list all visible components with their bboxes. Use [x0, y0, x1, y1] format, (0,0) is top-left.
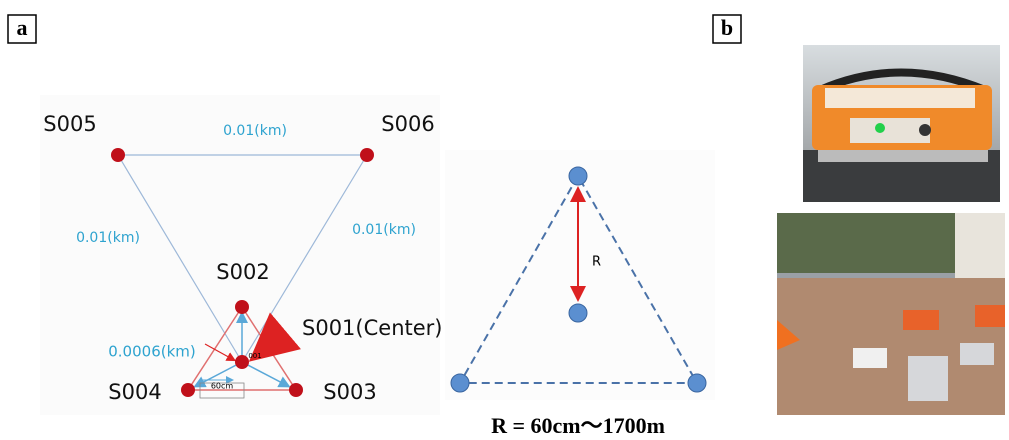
- node: [360, 148, 374, 162]
- node: [569, 167, 587, 185]
- distance-label: 0.0006(km): [108, 343, 196, 361]
- node: [235, 355, 249, 369]
- panel-label: a: [17, 15, 28, 40]
- radius-label: R: [592, 255, 601, 270]
- node: [181, 383, 195, 397]
- photo-device: [803, 45, 1000, 202]
- node-label: S006: [381, 112, 434, 136]
- schematic: R R = 60cm～1700m: [445, 150, 715, 438]
- node-label: S001(Center): [302, 316, 442, 340]
- node-label: S005: [43, 112, 96, 136]
- node: [569, 304, 587, 322]
- network-diagram: S005 S006 S002 S001(Center) S004 S003 0.…: [40, 95, 442, 415]
- node: [111, 148, 125, 162]
- figure: a b S005 S006 S002 S001(Center) S004 S00…: [0, 0, 1009, 440]
- schematic-background: [445, 150, 715, 400]
- center-tag: 001: [248, 352, 261, 360]
- distance-label: 0.01(km): [352, 222, 416, 238]
- node: [451, 374, 469, 392]
- distance-label: 0.01(km): [223, 123, 287, 139]
- node-label: S002: [216, 260, 269, 284]
- photo-field: [777, 213, 1005, 415]
- caption: R = 60cm～1700m: [491, 413, 665, 438]
- node-label: S004: [108, 380, 161, 404]
- node: [235, 300, 249, 314]
- node-label: S003: [323, 380, 376, 404]
- panel-label: b: [721, 15, 733, 40]
- distance-label: 0.01(km): [76, 230, 140, 246]
- node: [289, 383, 303, 397]
- scale-label: 60cm: [211, 382, 234, 391]
- node: [688, 374, 706, 392]
